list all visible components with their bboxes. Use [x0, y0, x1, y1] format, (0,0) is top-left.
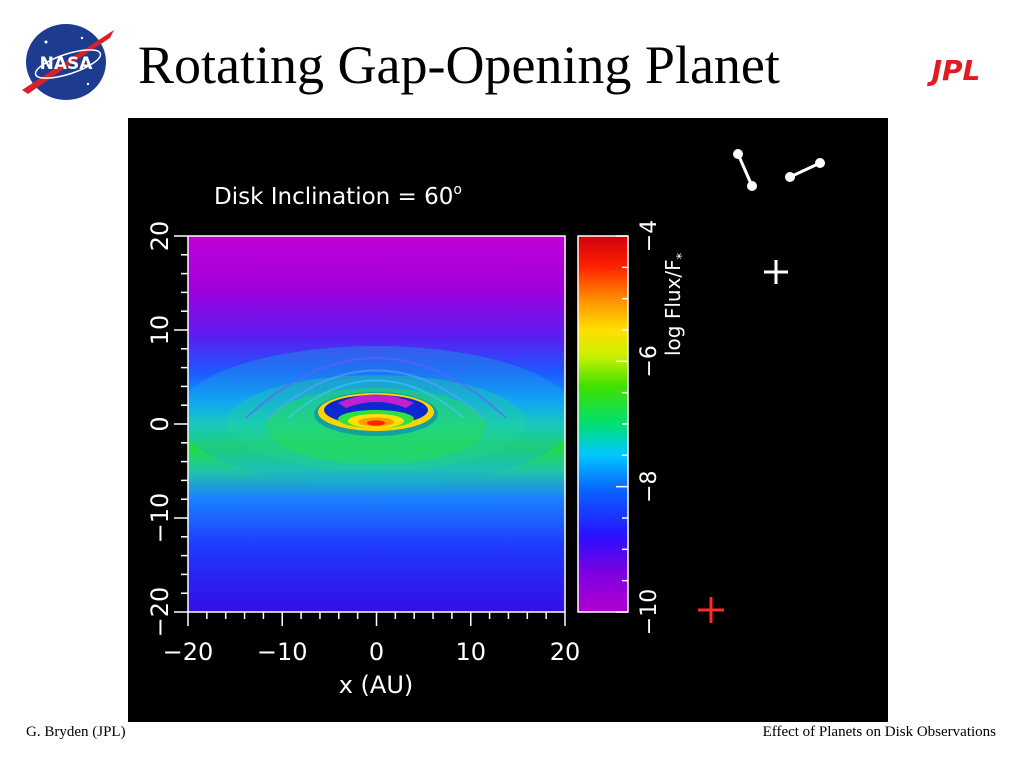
nasa-logo: NASA [22, 24, 114, 100]
footer-author: G. Bryden (JPL) [26, 724, 126, 740]
x-axis-label: x (AU) [339, 671, 414, 699]
colorbar-tick-label: −6 [637, 345, 662, 377]
x-tick-label: −20 [163, 638, 214, 666]
colorbar-tick-label: −4 [637, 220, 662, 252]
slide-title: Rotating Gap-Opening Planet [138, 35, 780, 95]
x-tick-label: 20 [550, 638, 581, 666]
colorbar-label: log Flux/F* [661, 252, 690, 356]
star-marker-icon [764, 260, 788, 284]
x-tick-label: 10 [455, 638, 486, 666]
y-tick-label: −20 [146, 587, 174, 638]
x-tick-label: 0 [369, 638, 384, 666]
x-axis: −20 −10 0 10 20 [163, 612, 581, 666]
colorbar-tick-label: −8 [637, 470, 662, 502]
chart-title: Disk Inclination = 60o [214, 182, 462, 210]
y-tick-label: 20 [146, 221, 174, 252]
jpl-logo: JPL [927, 54, 981, 86]
heatmap-image [188, 236, 565, 612]
colorbar-axis: −10 −8 −6 −4 [616, 220, 662, 635]
jpl-logo-text: JPL [927, 54, 981, 86]
colorbar [577, 235, 629, 613]
y-tick-label: 10 [146, 315, 174, 346]
disk-plot-svg: Disk Inclination = 60o −20 −10 0 10 20 −20 −1… [146, 149, 825, 699]
footer-talk-title: Effect of Planets on Disk Observations [762, 724, 996, 740]
inclination-indicator-icon [733, 149, 757, 191]
nasa-logo-text: NASA [40, 54, 94, 74]
y-tick-label: −10 [146, 493, 174, 544]
y-tick-label: 0 [146, 416, 174, 431]
rotation-indicator-icon [785, 158, 825, 182]
disk-figure: Disk Inclination = 60o −20 −10 0 10 20 −20 −1… [128, 118, 888, 722]
planet-marker-icon [698, 597, 724, 623]
colorbar-tick-label: −10 [637, 589, 662, 635]
x-tick-label: −10 [257, 638, 308, 666]
y-axis: −20 −10 0 10 20 [146, 221, 188, 638]
